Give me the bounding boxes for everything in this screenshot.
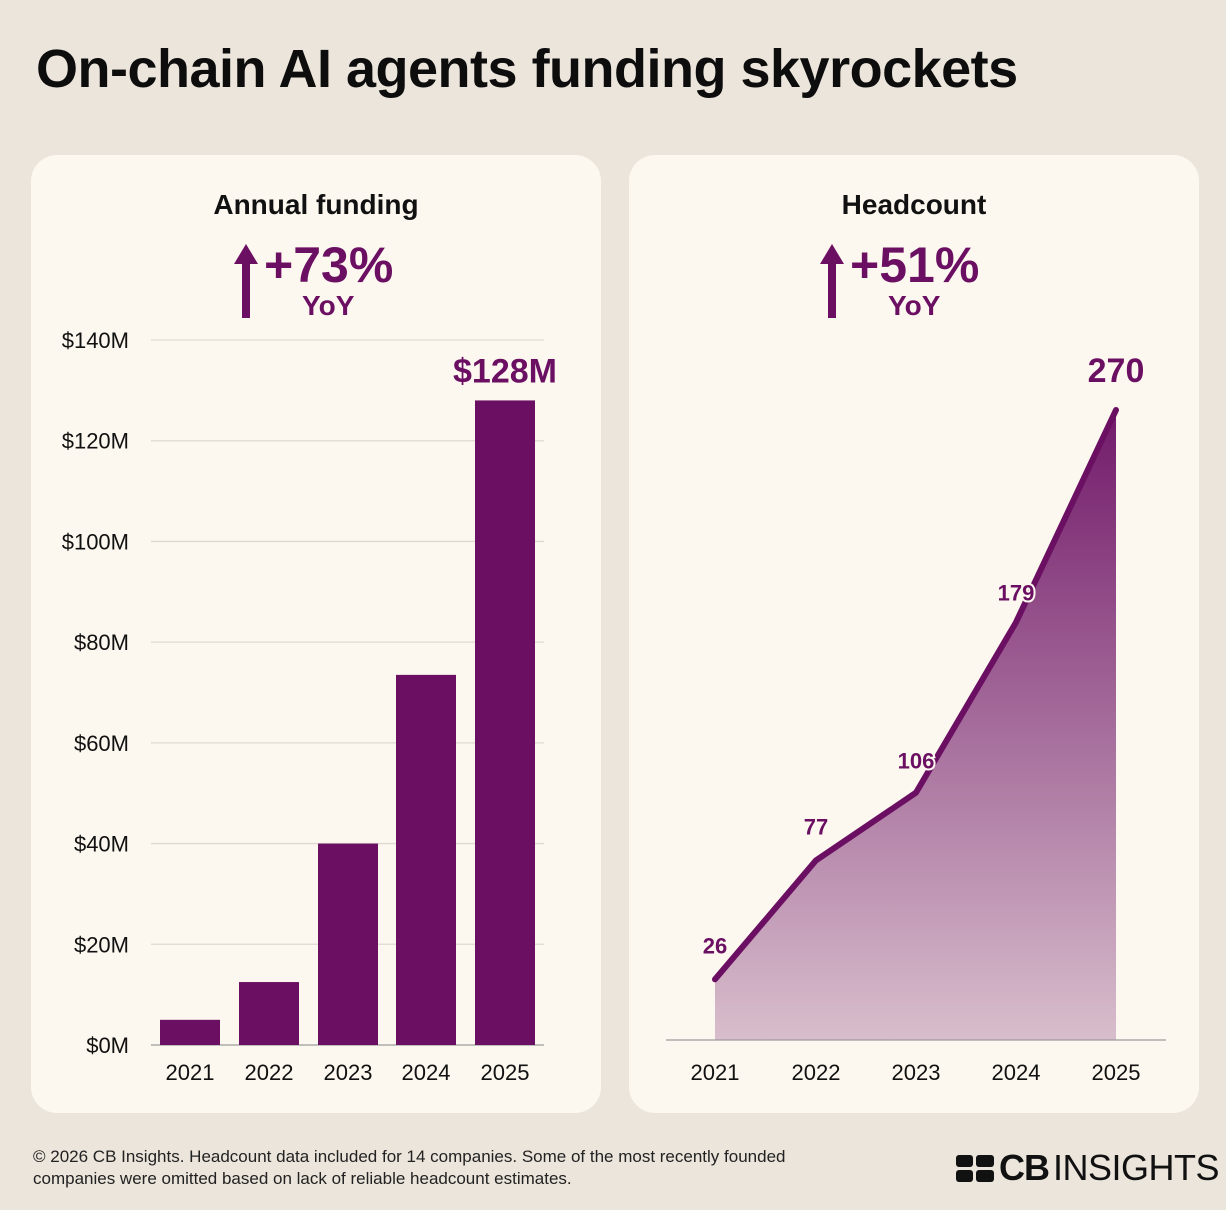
area-fill	[715, 410, 1116, 1040]
y-tick-label: $40M	[74, 832, 129, 857]
footer-line-1: © 2026 CB Insights. Headcount data inclu…	[33, 1147, 786, 1166]
y-tick-label: $0M	[86, 1033, 129, 1058]
y-tick-label: $100M	[62, 529, 129, 554]
series-line	[712, 407, 1119, 983]
data-label-2022: 77	[804, 814, 828, 839]
x-tick-label: 2023	[324, 1060, 373, 1085]
x-tick-label: 2021	[691, 1060, 740, 1085]
y-tick-label: $140M	[62, 328, 129, 353]
headcount-panel: Headcount +51% YoY 2021 26 2022 77 2023 106 20…	[629, 155, 1199, 1113]
up-arrow-icon	[820, 244, 844, 318]
bar-2023	[318, 843, 378, 1045]
y-tick-label: $80M	[74, 630, 129, 655]
headcount-area-chart: 2021 26 2022 77 2023 106 2024 179 2025 270	[666, 352, 1166, 1085]
x-tick-label: 2025	[481, 1060, 530, 1085]
funding-growth: +73% YoY	[234, 240, 434, 320]
data-label-2023: 106	[898, 749, 935, 774]
x-tick-label: 2022	[245, 1060, 294, 1085]
cb-insights-logo: CB INSIGHTS	[956, 1147, 1220, 1188]
panel-title-funding: Annual funding	[213, 189, 419, 220]
data-label-2025: 270	[1088, 352, 1145, 390]
funding-bar-chart: $0M $20M $40M $60M $80M $100M $120M $140M 2021 20…	[62, 328, 557, 1085]
logo-cb-text: CB	[999, 1147, 1050, 1188]
x-tick-label: 2021	[166, 1060, 215, 1085]
x-tick-label: 2024	[992, 1060, 1041, 1085]
headcount-growth: +51% YoY	[820, 240, 1020, 320]
logo-insights-text: INSIGHTS	[1053, 1147, 1220, 1188]
funding-growth-unit: YoY	[302, 290, 355, 321]
up-arrow-icon	[234, 244, 258, 318]
data-label-2021: 26	[703, 933, 727, 958]
y-tick-label: $20M	[74, 932, 129, 957]
x-tick-label: 2025	[1092, 1060, 1141, 1085]
page-title: On-chain AI agents funding skyrockets	[36, 39, 1018, 99]
footer-note: © 2026 CB Insights. Headcount data inclu…	[33, 1146, 893, 1190]
headcount-growth-unit: YoY	[888, 290, 941, 321]
x-tick-label: 2022	[792, 1060, 841, 1085]
bar-2025	[475, 400, 535, 1045]
cb-logo-icon	[956, 1155, 994, 1182]
annual-funding-panel: Annual funding +73% YoY $0M $20M $40M $60M $…	[31, 155, 601, 1113]
y-tick-label: $120M	[62, 429, 129, 454]
data-label-2024: 179	[998, 580, 1035, 605]
funding-growth-percent: +73%	[264, 237, 394, 293]
footer-line-2: companies were omitted based on lack of …	[33, 1169, 572, 1188]
headcount-growth-percent: +51%	[850, 237, 980, 293]
data-label-2025: $128M	[453, 352, 557, 390]
y-tick-label: $60M	[74, 731, 129, 756]
x-tick-label: 2024	[402, 1060, 451, 1085]
bar-2022	[239, 982, 299, 1045]
panel-title-headcount: Headcount	[841, 189, 987, 220]
x-tick-label: 2023	[892, 1060, 941, 1085]
bar-2024	[396, 674, 456, 1045]
bar-2021	[160, 1019, 220, 1045]
